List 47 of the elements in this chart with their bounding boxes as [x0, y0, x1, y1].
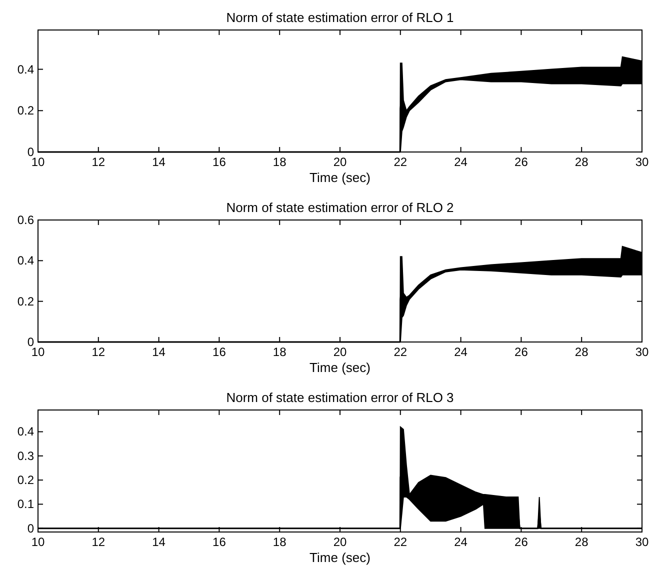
x-tick-label: 18 — [272, 345, 287, 359]
y-tick-label: 0.4 — [17, 424, 34, 439]
x-tick-label: 28 — [574, 155, 589, 169]
x-tick-label: 28 — [574, 535, 589, 549]
y-tick-label: 0.2 — [17, 294, 34, 308]
x-tick-label: 16 — [212, 345, 226, 359]
x-axis-title: Time (sec) — [310, 360, 370, 375]
y-tick-label: 0.2 — [17, 473, 34, 488]
x-tick-label: 18 — [272, 155, 287, 169]
x-tick-label: 24 — [454, 535, 468, 549]
y-tick-label: 0.1 — [17, 497, 34, 512]
x-tick-label: 20 — [333, 535, 347, 549]
x-tick-label: 22 — [394, 155, 408, 169]
y-tick-label: 0.6 — [17, 213, 34, 227]
x-tick-label: 28 — [574, 345, 589, 359]
x-tick-label: 22 — [394, 345, 408, 359]
x-tick-label: 12 — [92, 345, 106, 359]
x-tick-label: 12 — [92, 155, 106, 169]
y-tick-label: 0 — [27, 521, 34, 536]
y-tick-label: 0.3 — [17, 448, 34, 463]
chart-title: Norm of state estimation error of RLO 2 — [226, 200, 454, 215]
x-tick-label: 30 — [635, 345, 649, 359]
x-tick-label: 20 — [333, 155, 347, 169]
x-tick-label: 24 — [454, 345, 468, 359]
x-tick-label: 10 — [31, 535, 45, 549]
x-tick-label: 12 — [92, 535, 106, 549]
x-tick-label: 22 — [394, 535, 408, 549]
x-axis-title: Time (sec) — [310, 170, 370, 185]
chart-title: Norm of state estimation error of RLO 3 — [226, 390, 454, 405]
x-tick-label: 30 — [635, 535, 649, 549]
chart-title: Norm of state estimation error of RLO 1 — [226, 10, 454, 25]
x-axis-title: Time (sec) — [310, 550, 370, 565]
y-tick-label: 0.4 — [17, 62, 34, 76]
x-tick-label: 14 — [152, 345, 166, 359]
x-tick-label: 18 — [272, 535, 287, 549]
x-tick-label: 26 — [514, 155, 528, 169]
y-tick-label: 0.2 — [17, 104, 34, 118]
x-tick-label: 14 — [152, 155, 166, 169]
x-tick-label: 14 — [152, 535, 166, 549]
x-tick-label: 16 — [212, 155, 226, 169]
x-tick-label: 20 — [333, 345, 347, 359]
x-tick-label: 16 — [212, 535, 226, 549]
x-tick-label: 24 — [454, 155, 468, 169]
x-tick-label: 30 — [635, 155, 649, 169]
x-tick-label: 26 — [514, 535, 528, 549]
x-tick-label: 26 — [514, 345, 528, 359]
y-tick-label: 0.4 — [17, 254, 34, 268]
